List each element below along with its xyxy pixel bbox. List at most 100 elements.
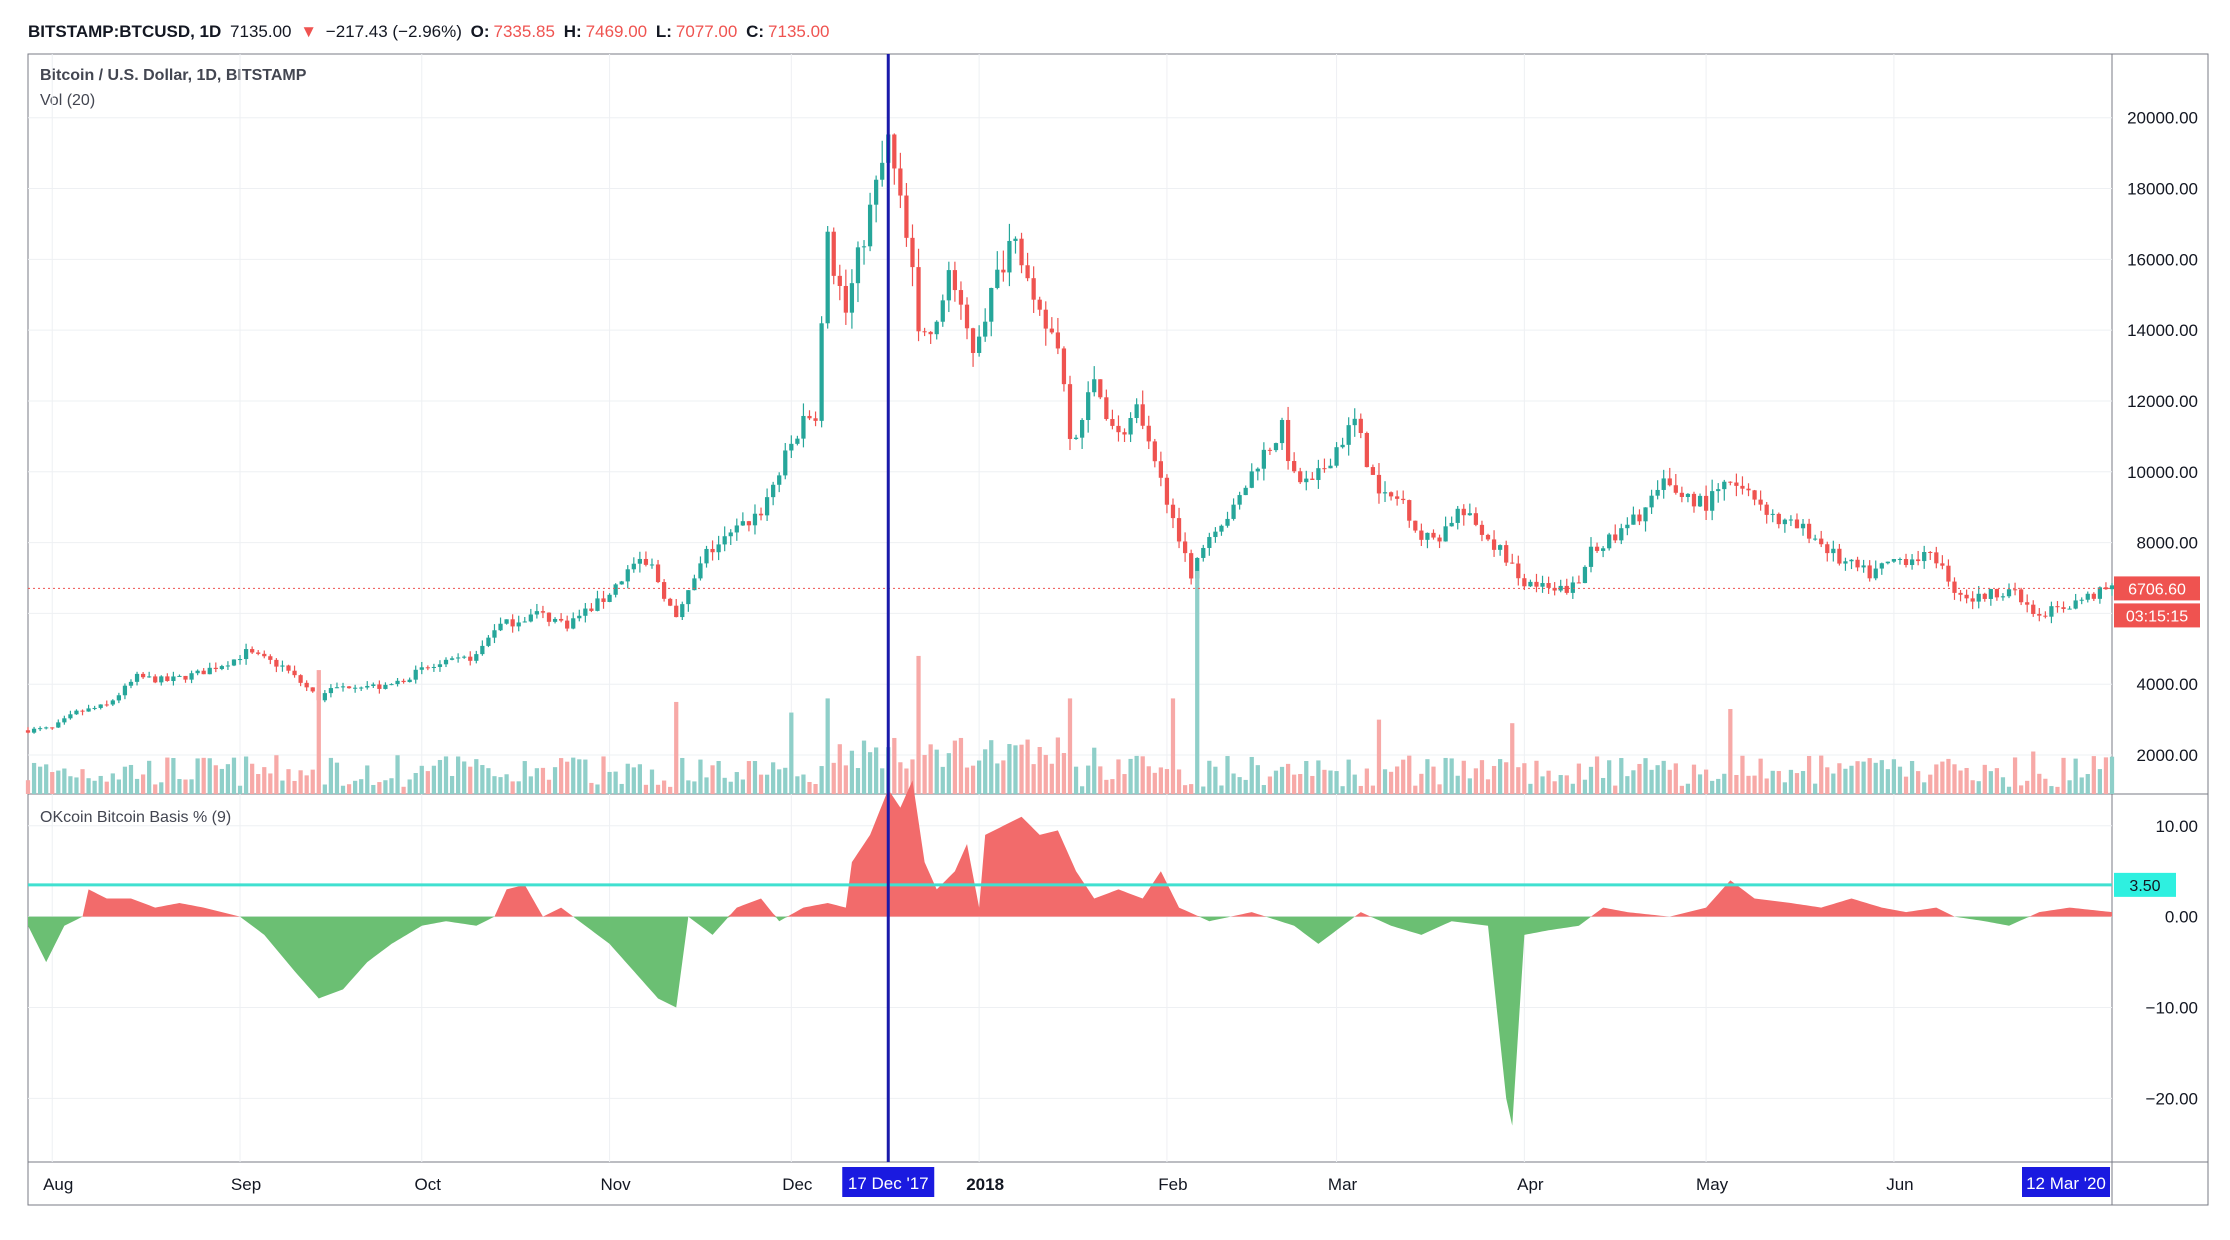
volume-bar — [2006, 786, 2012, 794]
volume-bar — [831, 762, 836, 794]
candle-body — [1219, 525, 1224, 532]
x-tick-label: Nov — [600, 1175, 631, 1194]
volume-bar — [2073, 758, 2078, 794]
candle-body — [219, 666, 224, 670]
level-label: 3.50 — [2129, 878, 2160, 895]
high-value: 7469.00 — [585, 22, 648, 41]
candle-body — [989, 287, 994, 322]
x-tick-label: Oct — [415, 1175, 442, 1194]
volume-bar — [928, 744, 933, 794]
candle-body — [789, 443, 794, 451]
volume-bar — [1267, 776, 1273, 794]
candle-body — [1437, 537, 1442, 542]
candle-body — [1370, 467, 1376, 475]
volume-bar — [2037, 773, 2042, 794]
candle-body — [777, 475, 782, 485]
candle-body — [2025, 602, 2030, 605]
candle-body — [746, 521, 752, 526]
candle-body — [1552, 587, 1557, 591]
candle-body — [134, 673, 140, 682]
volume-bar — [661, 780, 667, 794]
candle-body — [874, 179, 879, 205]
volume-bar — [1079, 786, 1085, 794]
candle-body — [1879, 563, 1884, 569]
candle-body — [1794, 519, 1800, 529]
candle-body — [771, 484, 776, 498]
candle-body — [80, 710, 85, 712]
volume-bar — [1916, 771, 1921, 794]
countdown-label: 03:15:15 — [2126, 608, 2188, 625]
candle-body — [1837, 548, 1842, 564]
candle-body — [110, 700, 115, 705]
volume-bar — [1528, 783, 1533, 794]
volume-bar — [86, 778, 91, 794]
volume-bar — [983, 749, 988, 794]
candle-body — [1037, 299, 1042, 310]
volume-bar — [1170, 698, 1176, 794]
low-label: L: — [655, 22, 672, 41]
candle-body — [250, 649, 255, 653]
volume-bar — [177, 779, 182, 794]
volume-bar — [195, 758, 200, 794]
candle-body — [1401, 498, 1406, 501]
volume-bar — [1092, 747, 1097, 794]
volume-bar — [268, 773, 273, 794]
candle-body — [1510, 562, 1515, 564]
volume-bar — [922, 754, 927, 794]
candle-body — [1322, 468, 1327, 470]
volume-bar — [1582, 779, 1588, 794]
symbol-name[interactable]: BITSTAMP:BTCUSD, 1D — [28, 22, 222, 41]
volume-bar — [2067, 780, 2072, 794]
candle-body — [1570, 582, 1575, 593]
candle-body — [734, 525, 739, 533]
candle-body — [328, 688, 334, 694]
candle-body — [1116, 425, 1121, 433]
volume-bar — [2043, 778, 2048, 794]
volume-bar — [1025, 739, 1030, 794]
close-label: C: — [746, 22, 765, 41]
volume-bar — [419, 765, 424, 794]
candle-body — [1691, 493, 1697, 507]
basis-tick-label: −20.00 — [2146, 1089, 2198, 1108]
volume-bar — [389, 778, 394, 794]
candle-body — [1619, 528, 1624, 541]
volume-bar — [110, 773, 115, 794]
candle-body — [1813, 538, 1818, 540]
volume-bar — [716, 761, 721, 794]
basis-positive-area — [28, 780, 2112, 917]
candle-body — [1328, 465, 1333, 469]
candle-body — [1316, 468, 1321, 480]
volume-bar — [1703, 769, 1709, 794]
candle-body — [855, 247, 861, 284]
candle-body — [1413, 520, 1418, 531]
candle-body — [1019, 238, 1024, 266]
volume-bar — [1110, 779, 1115, 794]
candle-body — [692, 578, 697, 591]
volume-bar — [795, 776, 800, 794]
volume-bar — [1304, 761, 1309, 794]
candle-body — [480, 645, 485, 655]
volume-bar — [1510, 723, 1515, 794]
candle-body — [1310, 478, 1315, 480]
volume-bar — [698, 759, 703, 794]
volume-bar — [431, 765, 437, 794]
candle-body — [837, 275, 842, 286]
volume-bar — [1576, 763, 1582, 794]
candle-body — [50, 727, 55, 729]
candle-body — [1086, 392, 1091, 420]
candle-body — [98, 704, 103, 708]
candle-body — [1358, 418, 1363, 433]
price-tick-label: 18000.00 — [2127, 180, 2198, 199]
candle-body — [86, 708, 91, 712]
candle-body — [1304, 478, 1309, 483]
volume-bar — [322, 784, 327, 794]
candle-body — [1746, 488, 1751, 491]
volume-bar — [734, 772, 739, 794]
candle-body — [1455, 508, 1460, 523]
volume-bar — [1104, 779, 1109, 794]
volume-bar — [2079, 777, 2084, 794]
candle-body — [189, 673, 194, 680]
volume-bar — [492, 776, 497, 794]
candle-body — [1176, 518, 1182, 542]
